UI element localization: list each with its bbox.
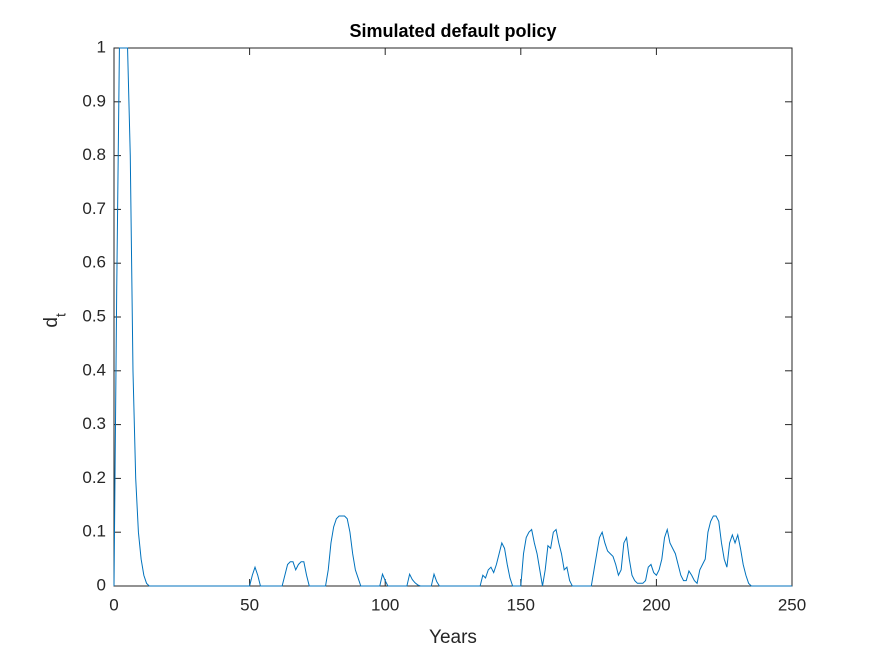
x-tick-label: 250 bbox=[778, 595, 806, 614]
x-tick-label: 150 bbox=[507, 595, 535, 614]
y-tick-label: 0.4 bbox=[82, 360, 106, 379]
x-tick-label: 200 bbox=[642, 595, 670, 614]
x-tick-label: 50 bbox=[240, 595, 259, 614]
y-tick-label: 0.1 bbox=[82, 522, 106, 541]
y-tick-label: 1 bbox=[97, 37, 106, 56]
y-tick-label: 0.8 bbox=[82, 145, 106, 164]
y-axis-label-subscript: t bbox=[53, 313, 69, 317]
x-tick-label: 0 bbox=[109, 595, 118, 614]
x-tick-label: 100 bbox=[371, 595, 399, 614]
y-tick-label: 0.5 bbox=[82, 306, 106, 325]
y-tick-label: 0 bbox=[97, 575, 106, 594]
x-axis-label: Years bbox=[429, 627, 477, 648]
y-tick-label: 0.3 bbox=[82, 414, 106, 433]
y-axis-label-main: d bbox=[41, 317, 62, 328]
y-axis-label: d t bbox=[41, 313, 69, 328]
y-tick-label: 0.9 bbox=[82, 91, 106, 110]
y-tick-label: 0.7 bbox=[82, 199, 106, 218]
y-tick-label: 0.6 bbox=[82, 253, 106, 272]
y-tick-label: 0.2 bbox=[82, 468, 106, 487]
chart-title: Simulated default policy bbox=[349, 21, 556, 41]
plot-area bbox=[113, 47, 793, 587]
line-series bbox=[113, 47, 792, 587]
